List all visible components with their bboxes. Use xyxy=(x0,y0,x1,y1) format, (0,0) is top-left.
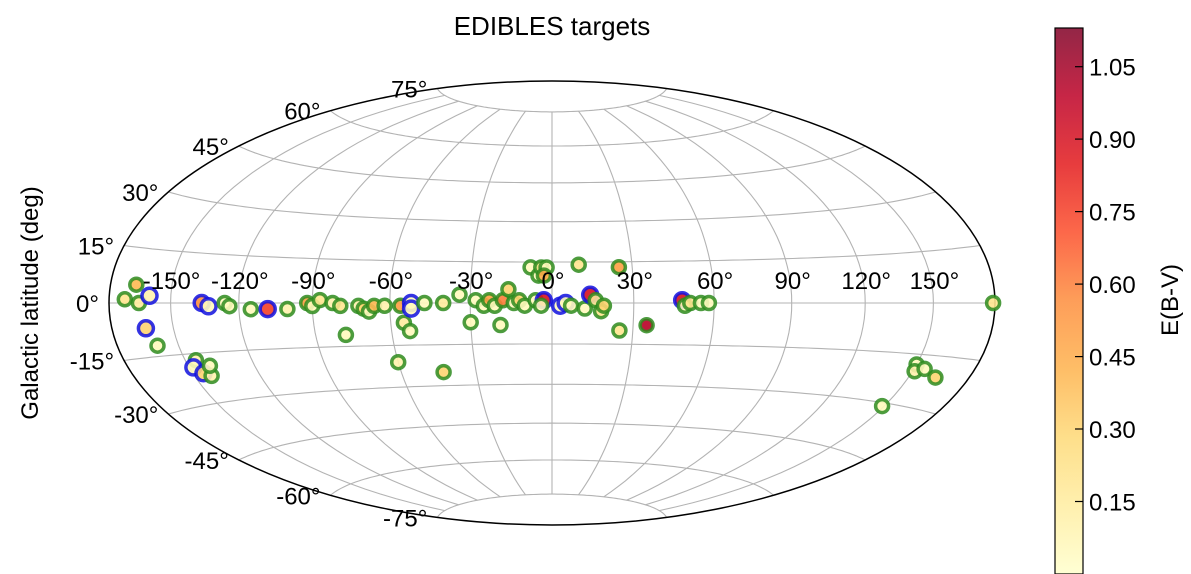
colorbar xyxy=(1054,27,1084,574)
data-points xyxy=(116,256,1002,415)
longitude-tick-label: -30° xyxy=(449,268,493,295)
latitude-tick-label: 0° xyxy=(76,291,99,318)
target-point xyxy=(337,326,355,344)
target-point xyxy=(376,297,393,315)
latitude-tick-label: 60° xyxy=(284,99,320,126)
target-point xyxy=(116,291,134,308)
target-point xyxy=(128,276,145,293)
longitude-tick-label: 90° xyxy=(775,268,811,295)
target-point xyxy=(401,322,419,340)
target-point xyxy=(201,357,219,375)
longitude-tick-label: 30° xyxy=(617,268,653,295)
latitude-tick-label: 30° xyxy=(122,180,158,207)
longitude-gridline xyxy=(238,100,459,506)
longitude-tick-label: -90° xyxy=(291,268,335,295)
longitude-tick-label: -60° xyxy=(369,268,413,295)
target-point xyxy=(258,299,277,319)
target-point xyxy=(462,314,479,331)
target-point xyxy=(221,297,238,315)
target-point xyxy=(492,316,509,334)
target-point xyxy=(136,319,156,338)
colorbar-ticks: 0.15 0.30 0.45 0.60 0.75 0.90 1.05 xyxy=(1075,55,1136,517)
target-point xyxy=(435,363,452,381)
target-point xyxy=(311,291,329,309)
target-point xyxy=(140,286,159,306)
latitude-tick-label: 15° xyxy=(78,234,114,261)
longitude-tick-label: 0° xyxy=(542,268,565,295)
latitude-tick-label: -15° xyxy=(70,349,114,376)
latitude-tick-label: -45° xyxy=(185,448,229,475)
longitude-tick-label: 150° xyxy=(910,268,960,295)
longitude-gridline xyxy=(170,94,445,512)
latitude-tick-label: -75° xyxy=(383,505,427,532)
target-point xyxy=(416,294,433,312)
target-point xyxy=(984,294,1002,312)
target-point xyxy=(638,316,655,334)
longitude-tick-label: 60° xyxy=(697,268,733,295)
target-point xyxy=(532,297,550,314)
target-point xyxy=(149,337,166,354)
longitude-gridline xyxy=(645,100,866,506)
target-point xyxy=(610,258,628,276)
target-point xyxy=(595,297,613,314)
latitude-tick-label: 45° xyxy=(193,134,229,161)
target-point xyxy=(927,369,944,386)
target-point xyxy=(916,360,933,378)
latitude-tick-labels: -75° -60° -45° -30°-15° 0° 15° 30° 45° 60° 75° xyxy=(70,77,427,533)
colorbar-label: E(B-V) xyxy=(1157,264,1184,336)
target-point xyxy=(242,300,260,318)
longitude-gridline xyxy=(659,94,934,512)
target-point xyxy=(389,353,407,371)
latitude-tick-label: 75° xyxy=(391,77,427,104)
colorbar-tick-label: 0.30 xyxy=(1089,417,1136,444)
latitude-tick-label: -60° xyxy=(276,483,320,510)
colorbar-tick-label: 0.60 xyxy=(1089,272,1136,299)
target-point xyxy=(570,256,587,273)
target-point xyxy=(199,297,218,316)
colorbar-tick-label: 1.05 xyxy=(1089,55,1136,82)
longitude-tick-label: 120° xyxy=(841,268,891,295)
target-point xyxy=(451,286,468,303)
colorbar-tick-label: 0.45 xyxy=(1089,345,1136,372)
target-point xyxy=(700,294,718,312)
longitude-tick-labels: -150° -120° -90° -60° -30° 0° 30° 60° 90° 120° 150… xyxy=(143,268,959,295)
chart-title: EDIBLES targets xyxy=(454,11,651,41)
target-point xyxy=(332,297,349,315)
target-point xyxy=(611,322,628,339)
target-point xyxy=(434,294,452,312)
colorbar-tick-label: 0.75 xyxy=(1089,200,1136,227)
target-point xyxy=(535,267,553,284)
longitude-gridline xyxy=(626,105,793,501)
y-axis-label: Galactic latitude (deg) xyxy=(17,186,44,419)
target-point xyxy=(562,297,580,314)
target-point xyxy=(279,300,296,318)
longitude-tick-label: -120° xyxy=(211,268,269,295)
colorbar-tick-label: 0.15 xyxy=(1089,490,1136,517)
target-point xyxy=(873,397,891,415)
colorbar-tick-label: 0.90 xyxy=(1089,127,1136,154)
latitude-tick-label: -30° xyxy=(114,402,158,429)
longitude-tick-label: -150° xyxy=(143,268,201,295)
longitude-gridline xyxy=(578,110,635,496)
target-point xyxy=(500,281,517,298)
